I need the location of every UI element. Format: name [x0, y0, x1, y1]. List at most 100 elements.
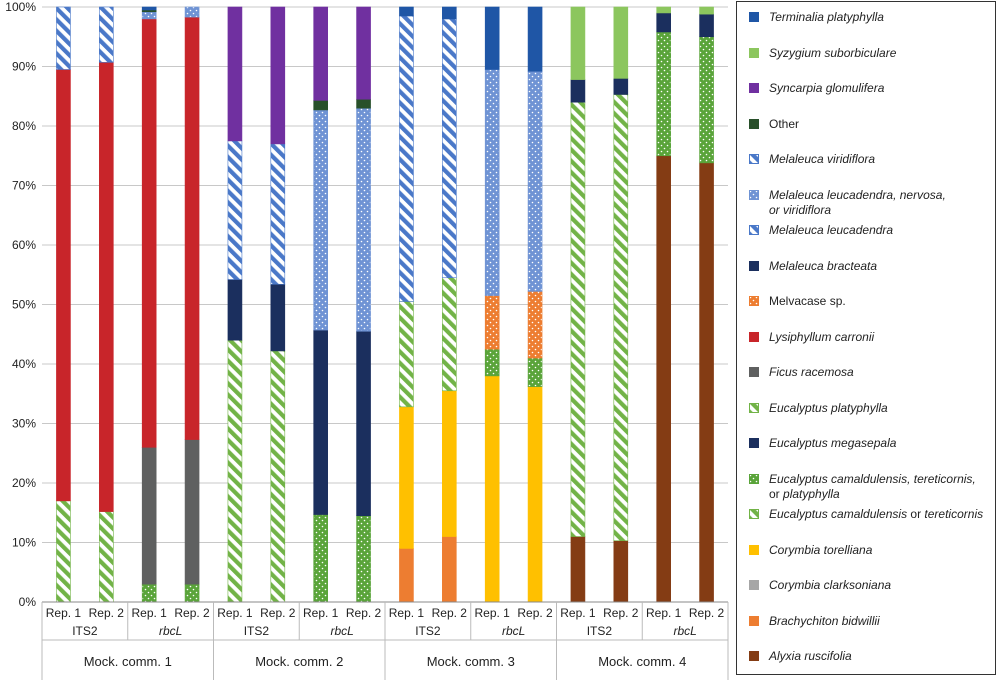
bar-segment-e_cam3: [699, 36, 714, 164]
legend-label: Corymbia clarksoniana: [769, 578, 892, 592]
bar-segment-e_plat: [99, 511, 114, 603]
legend-swatch: [749, 438, 759, 448]
bar-segment-alyxia: [656, 155, 671, 603]
bar-segment-ficus: [184, 439, 200, 585]
bar-3: [141, 6, 157, 603]
bar-10: [442, 6, 457, 603]
bar-segment-m_multi: [141, 11, 157, 20]
bar-segment-m_leuc: [442, 18, 457, 279]
bar-segment-melvacase: [484, 295, 500, 350]
bar-segment-terminalia: [399, 6, 414, 17]
bar-segment-terminalia: [141, 6, 157, 11]
rep-label: Rep. 1: [217, 606, 253, 620]
rep-label: Rep. 2: [603, 606, 639, 620]
bar-segment-m_multi: [527, 70, 543, 292]
bar-2: [99, 6, 114, 603]
legend-swatch: [749, 225, 759, 235]
community-label: Mock. comm. 3: [427, 654, 515, 669]
legend-item-syncarpia: Syncarpia glomulifera: [749, 81, 884, 96]
marker-label: ITS2: [244, 624, 270, 638]
bar-segment-m_brac: [313, 329, 328, 515]
legend-item-c_torel: Corymbia torelliana: [749, 543, 872, 558]
bar-segment-e_cam3: [313, 514, 328, 603]
legend-label: Syncarpia glomulifera: [769, 81, 885, 95]
legend-item-lysi: Lysiphyllum carronii: [749, 330, 874, 345]
bar-segment-other: [356, 98, 371, 109]
rep-label: Rep. 2: [174, 606, 210, 620]
legend-item-e_cam3: Eucalyptus camaldulensis, tereticornis, o…: [749, 472, 976, 502]
legend-item-brachy: Brachychiton bidwillii: [749, 614, 880, 629]
bar-9: [399, 6, 414, 603]
legend-label: Melaleuca viridiflora: [769, 152, 876, 166]
legend-swatch: [749, 83, 759, 93]
legend-swatch: [749, 615, 759, 626]
bar-segment-m_leuc: [399, 15, 414, 302]
bar-11: [484, 6, 500, 603]
bar-segment-e_cam3: [484, 348, 500, 377]
legend-item-m_multi: Melaleuca leucadendra, nervosa, or viridi…: [749, 188, 946, 218]
bar-segment-e_plat: [270, 350, 286, 603]
legend-swatch: [749, 651, 759, 661]
bar-segment-lysi: [56, 69, 71, 502]
legend-label: Eucalyptus camaldulensis, tereticornis, o…: [769, 471, 976, 501]
legend-label: Corymbia torelliana: [769, 542, 873, 557]
legend-swatch: [749, 402, 759, 413]
legend-label: Melaleuca leucadendra, nervosa, or viridi…: [769, 187, 946, 217]
bar-segment-melvacase: [527, 291, 543, 359]
legend-item-alyxia: Alyxia ruscifolia: [749, 649, 852, 664]
legend-item-syzygium: Syzygium suborbiculare: [749, 46, 896, 61]
bar-segment-m_brac: [613, 78, 629, 95]
bar-13: [570, 6, 586, 603]
bar-segment-m_leuc: [227, 140, 243, 280]
bar-segment-syzygium: [699, 6, 714, 15]
legend-swatch: [749, 118, 759, 129]
bar-segment-syncarpia: [270, 6, 286, 145]
legend-label: Lysiphyllum carronii: [769, 329, 875, 344]
bar-5: [227, 6, 243, 603]
marker-label: rbcL: [330, 624, 353, 638]
bar-segment-e_cam3: [656, 31, 671, 157]
legend-item-e_cam2: Eucalyptus camaldulensis or tereticornis: [749, 507, 983, 522]
bar-segment-m_multi: [313, 109, 328, 331]
legend-label: Other: [769, 116, 800, 131]
bar-segment-terminalia: [442, 6, 457, 20]
y-tick-label: 20%: [12, 476, 36, 490]
bar-segment-e_cam2: [570, 101, 586, 537]
bar-14: [613, 6, 629, 603]
bar-segment-m_multi: [184, 6, 200, 18]
legend-label: Eucalyptus megasepala: [769, 436, 897, 450]
bar-segment-e_cam3: [141, 583, 157, 603]
chart-svg: 0% 10% 20% 30% 40% 50% 60% 70% 80% 90% 100% Rep. 1 R…: [5, 0, 729, 680]
y-tick-label: 40%: [12, 357, 36, 371]
marker-label: ITS2: [72, 624, 98, 638]
legend-label: Eucalyptus platyphylla: [769, 400, 888, 415]
legend-item-melvacase: Melvacase sp.: [749, 294, 846, 309]
marker-label: rbcL: [673, 624, 696, 638]
bar-segment-syzygium: [656, 6, 671, 14]
bar-segment-syncarpia: [356, 6, 371, 100]
y-tick-label: 0%: [19, 595, 37, 609]
bar-segment-terminalia: [527, 6, 543, 72]
rep-label: Rep. 1: [389, 606, 425, 620]
legend-swatch: [749, 154, 759, 164]
bar-7: [313, 6, 328, 603]
legend-label: Syzygium suborbiculare: [769, 45, 897, 60]
rep-label: Rep. 1: [475, 606, 511, 620]
legend-item-e_mega: Eucalyptus megasepala: [749, 436, 896, 451]
legend-swatch: [749, 296, 759, 306]
bar-segment-m_brac: [227, 279, 243, 341]
bar-segment-e_cam3: [527, 357, 543, 387]
legend-swatch: [749, 331, 759, 342]
legend-item-other: Other: [749, 117, 799, 132]
bar-segment-m_multi: [356, 107, 371, 332]
legend-item-m_brac: Melaleuca bracteata: [749, 259, 877, 274]
bar-segment-syncarpia: [313, 6, 328, 101]
bar-segment-m_brac: [570, 79, 586, 103]
bar-segment-m_brac: [356, 330, 371, 517]
bar-segment-lysi: [99, 62, 114, 512]
legend-label: Ficus racemosa: [769, 365, 854, 379]
bar-segment-e_plat: [227, 339, 243, 603]
legend-swatch: [749, 509, 759, 519]
legend-swatch: [749, 580, 759, 590]
